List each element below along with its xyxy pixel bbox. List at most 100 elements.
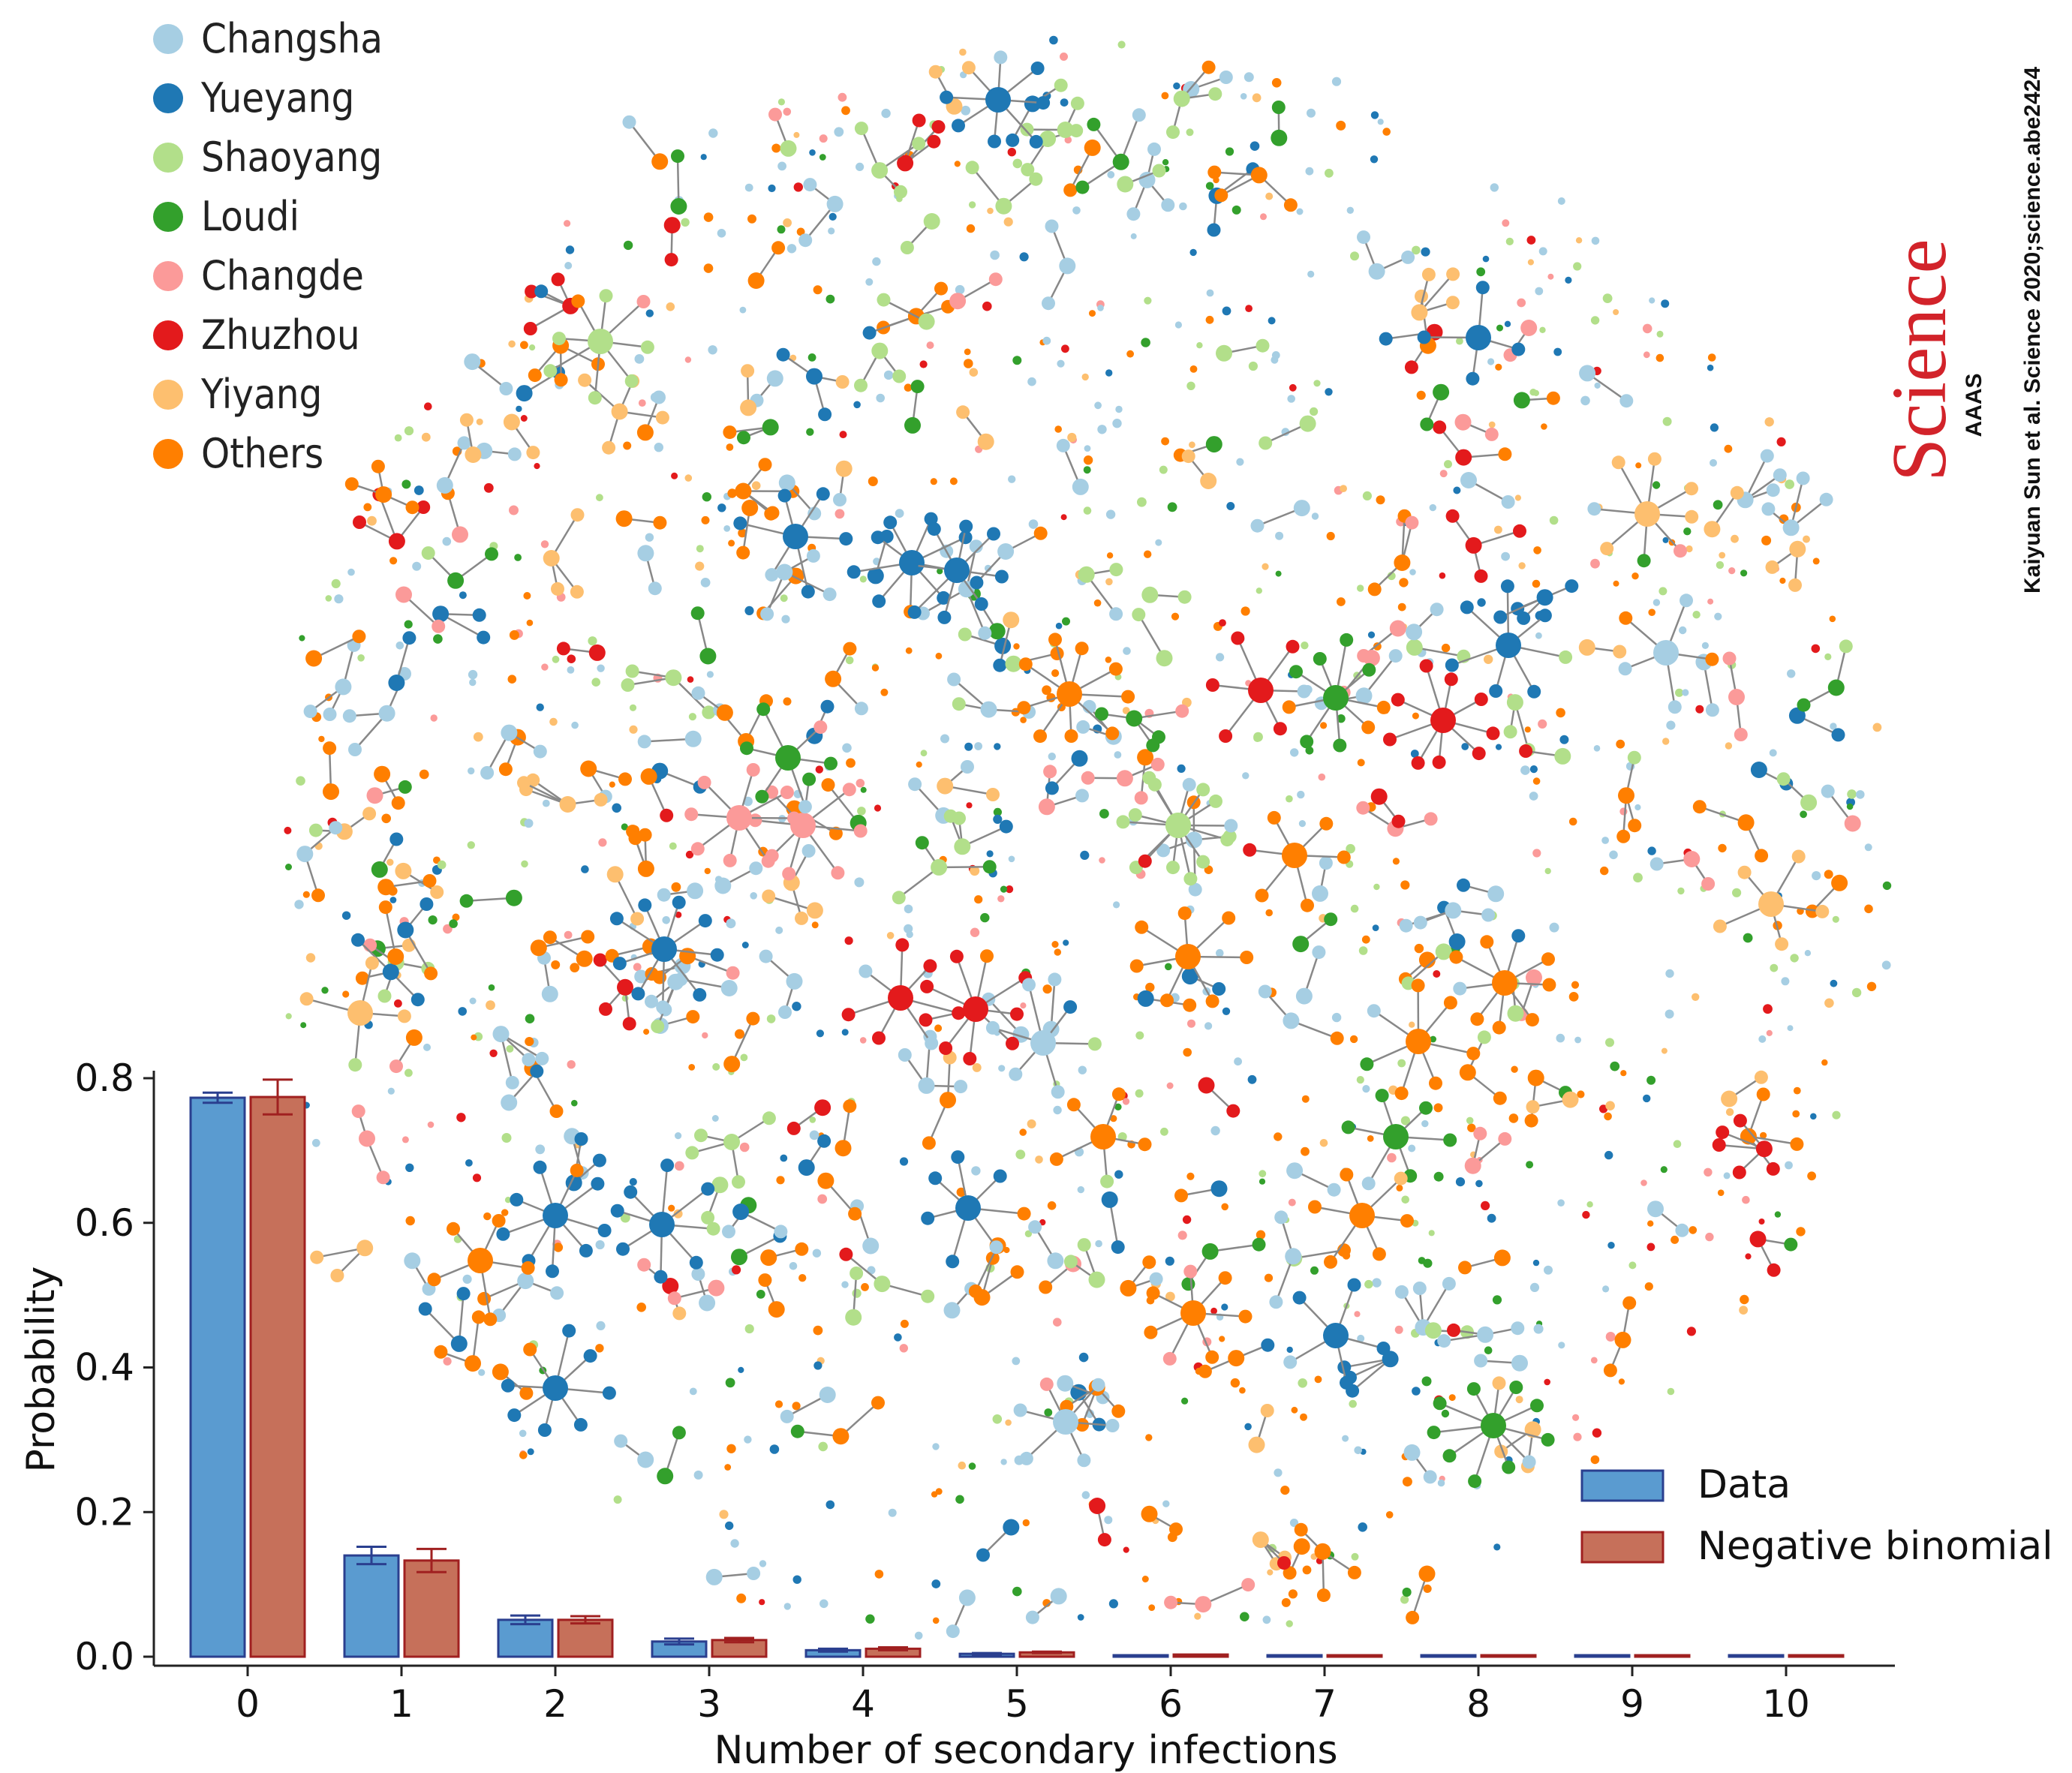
case-node (1394, 1325, 1403, 1334)
case-node (1776, 437, 1786, 447)
case-node (430, 714, 438, 722)
case-node (1231, 631, 1245, 645)
case-node (1587, 502, 1601, 516)
case-node (1076, 720, 1090, 734)
case-node (1635, 462, 1642, 469)
case-node (1619, 611, 1633, 625)
case-node (294, 900, 304, 909)
case-node (1677, 887, 1685, 895)
x-tick-label: 9 (1620, 1682, 1644, 1726)
case-node (303, 705, 317, 719)
bar-data-1 (343, 1554, 400, 1658)
case-node (1734, 728, 1748, 741)
case-node (1357, 1334, 1365, 1342)
case-node (329, 821, 343, 835)
case-node (1453, 486, 1461, 494)
case-node (395, 642, 404, 650)
case-node (1731, 534, 1739, 543)
case-node (1812, 871, 1821, 881)
case-node (932, 1617, 940, 1624)
case-node (1713, 500, 1723, 510)
case-node (1177, 1231, 1187, 1240)
case-node (834, 127, 844, 137)
case-node (1601, 837, 1610, 844)
case-node (993, 814, 1003, 824)
case-node (1414, 943, 1424, 954)
case-node (1665, 1009, 1674, 1019)
case-node (1042, 685, 1051, 696)
case-node (1043, 765, 1057, 779)
case-node (1177, 906, 1192, 921)
case-node (1201, 60, 1216, 74)
case-node (1108, 662, 1123, 676)
case-node (1683, 527, 1692, 536)
case-node (412, 561, 422, 571)
case-node (1141, 1505, 1158, 1522)
chart-legend-swatch-1 (1580, 1531, 1665, 1564)
case-node (496, 1227, 510, 1241)
case-node (1240, 1612, 1250, 1621)
case-node (1077, 1238, 1091, 1252)
case-node (1544, 1265, 1553, 1275)
case-node (615, 510, 633, 527)
case-node (1111, 1087, 1126, 1101)
case-node (1105, 726, 1120, 741)
case-node (1622, 1296, 1637, 1310)
case-node (660, 808, 674, 822)
case-node (921, 1289, 935, 1303)
case-node (1399, 578, 1409, 587)
case-node (1556, 1033, 1565, 1043)
case-node (732, 1204, 750, 1220)
case-node (1605, 1038, 1614, 1047)
case-node (1362, 491, 1372, 501)
case-node (1138, 171, 1156, 188)
case-node (696, 545, 704, 553)
case-node (666, 302, 675, 311)
case-node (535, 1051, 549, 1065)
case-node (1361, 935, 1370, 944)
case-node (688, 713, 697, 721)
case-node (1455, 1177, 1466, 1187)
case-node (1680, 594, 1693, 608)
transmission-link (614, 873, 639, 920)
case-node (1401, 1195, 1409, 1204)
case-node (777, 225, 786, 234)
case-node (469, 997, 477, 1005)
case-node (904, 416, 921, 434)
case-node (1411, 756, 1425, 770)
case-node (1114, 1170, 1123, 1179)
case-node (1207, 223, 1221, 237)
case-node (1077, 1186, 1085, 1194)
case-node (668, 1204, 675, 1212)
case-node (402, 631, 417, 645)
case-node (1117, 176, 1134, 193)
case-node (1406, 639, 1423, 656)
case-node (1603, 1363, 1617, 1378)
case-node (904, 558, 919, 572)
case-node (1145, 1434, 1153, 1441)
case-node (1212, 982, 1226, 996)
case-node (841, 1029, 849, 1036)
case-node (401, 1136, 409, 1143)
case-node (780, 1409, 794, 1423)
case-node (507, 675, 517, 684)
spreader-node (726, 805, 752, 831)
case-node (480, 766, 495, 780)
case-node (1078, 566, 1095, 583)
case-node (1179, 202, 1187, 211)
case-node (793, 131, 800, 138)
case-node (782, 867, 796, 881)
case-node (1166, 861, 1180, 875)
case-node (1839, 639, 1853, 654)
case-node (1286, 1162, 1304, 1179)
case-node (1675, 688, 1684, 697)
case-node (674, 1161, 684, 1171)
case-node (492, 1026, 510, 1043)
case-node (1604, 1112, 1612, 1121)
case-node (1012, 1357, 1021, 1366)
case-node (1439, 470, 1448, 478)
case-node (1240, 93, 1247, 100)
case-node (924, 512, 938, 526)
case-node (637, 735, 651, 749)
case-node (1101, 1191, 1118, 1208)
